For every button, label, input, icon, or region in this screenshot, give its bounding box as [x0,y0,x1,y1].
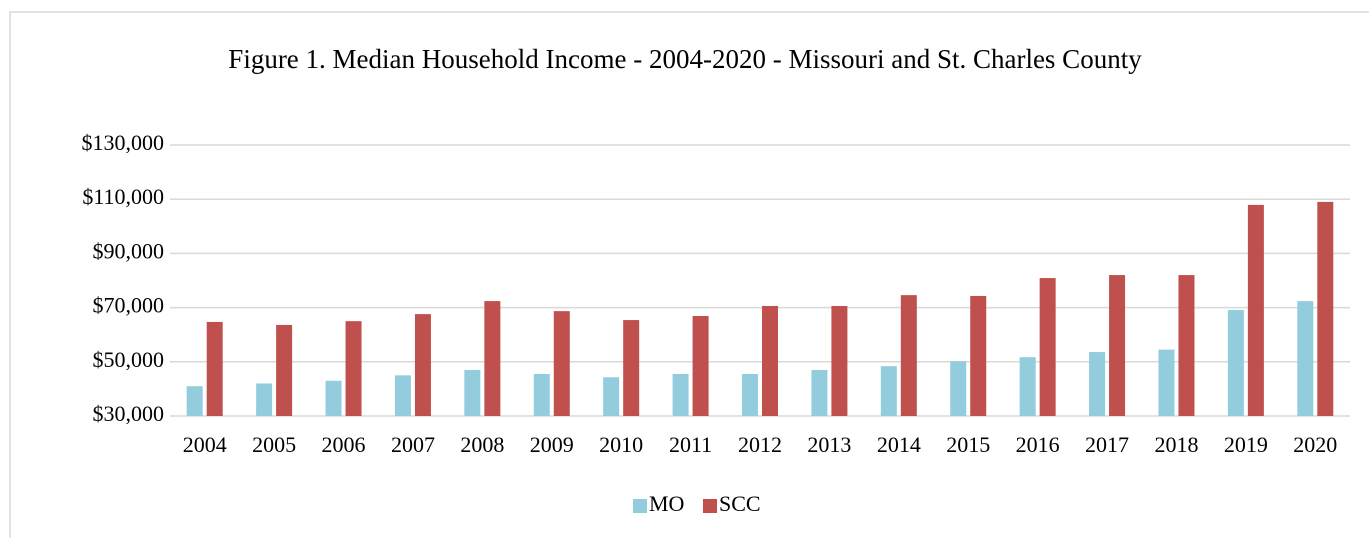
x-tick-label: 2013 [807,432,851,457]
bar [276,324,293,416]
bar [880,366,897,416]
x-tick-label: 2009 [530,432,574,457]
legend-swatch [703,499,717,513]
x-tick-label: 2008 [460,432,504,457]
bar [1109,275,1126,416]
bar [1227,310,1244,416]
bar [345,321,362,416]
bar [950,361,967,416]
bar [692,316,709,416]
y-tick-label: $130,000 [82,130,165,155]
bar [603,377,620,416]
x-tick-label: 2020 [1293,432,1337,457]
bar [464,369,481,416]
x-tick-label: 2019 [1224,432,1268,457]
chart-title: Figure 1. Median Household Income - 2004… [228,44,1142,74]
x-tick-label: 2016 [1016,432,1060,457]
x-tick-label: 2011 [669,432,712,457]
bar [900,295,917,416]
x-tick-label: 2018 [1154,432,1198,457]
x-tick-label: 2014 [877,432,921,457]
bar [1297,301,1314,416]
bar [672,373,689,416]
y-tick-label: $30,000 [93,401,165,426]
bar [414,314,431,416]
bar [206,321,223,416]
x-tick-label: 2015 [946,432,990,457]
x-tick-label: 2007 [391,432,435,457]
bar [1019,357,1036,416]
bar [186,386,203,416]
legend-swatch [633,499,647,513]
bar [831,305,848,416]
bar [762,305,778,416]
bar [623,320,640,416]
bar [553,311,570,416]
bar [325,380,342,416]
bar [394,375,411,416]
bar [1247,204,1264,416]
bar [1039,278,1056,416]
x-tick-label: 2017 [1085,432,1129,457]
y-tick-label: $50,000 [93,347,165,372]
bar [1158,349,1175,416]
x-tick-label: 2006 [322,432,366,457]
legend-label: SCC [719,491,761,516]
x-tick-label: 2012 [738,432,782,457]
bar [1178,275,1195,416]
legend-label: MO [649,491,684,516]
x-tick-label: 2004 [183,432,227,457]
bar [1089,352,1106,416]
bar [811,369,828,416]
x-tick-label: 2010 [599,432,643,457]
bar [1317,201,1334,416]
y-tick-label: $70,000 [93,293,165,318]
y-tick-label: $90,000 [93,238,165,263]
y-tick-label: $110,000 [82,184,164,209]
bar [484,301,501,416]
bar [533,373,550,416]
bar [742,373,758,416]
bar [970,295,987,416]
x-tick-label: 2005 [252,432,296,457]
bar [256,383,273,416]
chart-border [9,11,1369,538]
